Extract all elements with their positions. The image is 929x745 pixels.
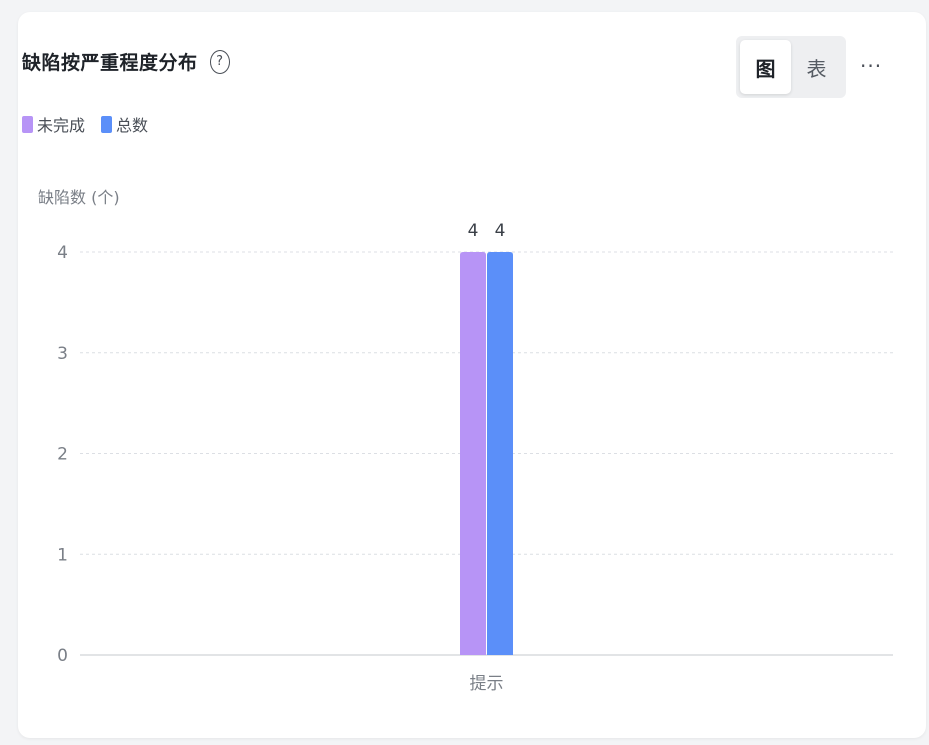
legend-item-total[interactable]: 总数 [101, 112, 148, 136]
legend-label-unfinished: 未完成 [37, 116, 86, 135]
chart-title: 缺陷按严重程度分布 [22, 52, 198, 74]
x-axis-ticks: 提示 [470, 674, 504, 694]
y-axis-ticks: 0 1 2 3 4 [57, 243, 68, 666]
chart-legend: 未完成 总数 [22, 112, 164, 136]
x-tick-label: 提示 [470, 674, 504, 694]
chart-header: 缺陷按严重程度分布 ? [22, 48, 230, 75]
bar-total[interactable] [487, 252, 513, 655]
bars [460, 252, 513, 655]
y-tick-label: 3 [57, 344, 68, 364]
legend-swatch-unfinished [22, 115, 33, 133]
legend-label-total: 总数 [116, 116, 149, 135]
y-tick-label: 2 [57, 445, 68, 465]
question-circle-icon[interactable]: ? [209, 49, 230, 74]
y-tick-label: 4 [57, 243, 68, 263]
table-view-button[interactable]: 表 [806, 56, 827, 81]
view-toggle: 图 表 [736, 36, 846, 98]
y-tick-label: 1 [57, 545, 68, 565]
bar-unfinished[interactable] [460, 252, 486, 655]
grid-lines [80, 251, 893, 656]
legend-swatch-total [101, 115, 113, 133]
y-tick-label: 0 [57, 646, 68, 666]
y-axis-label: 缺陷数 (个) [38, 188, 120, 207]
chart-view-button[interactable]: 图 [740, 40, 791, 94]
data-label: 4 [468, 221, 479, 241]
data-label: 4 [495, 221, 506, 241]
legend-item-unfinished[interactable]: 未完成 [22, 112, 85, 136]
ellipsis-icon[interactable]: ··· [860, 54, 883, 78]
